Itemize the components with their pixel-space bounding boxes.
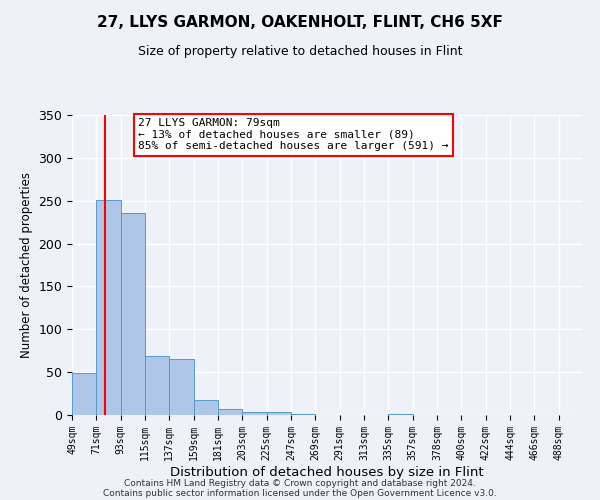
Bar xyxy=(194,400,218,415)
Bar xyxy=(169,360,194,415)
Bar xyxy=(72,373,97,415)
Text: 27 LLYS GARMON: 79sqm
← 13% of detached houses are smaller (89)
85% of semi-deta: 27 LLYS GARMON: 79sqm ← 13% of detached … xyxy=(139,118,449,151)
Bar xyxy=(242,412,267,415)
Bar xyxy=(388,414,413,415)
Bar xyxy=(121,212,145,415)
Bar xyxy=(291,414,316,415)
Text: Contains HM Land Registry data © Crown copyright and database right 2024.: Contains HM Land Registry data © Crown c… xyxy=(124,478,476,488)
Text: Size of property relative to detached houses in Flint: Size of property relative to detached ho… xyxy=(138,45,462,58)
Bar xyxy=(218,409,242,415)
Y-axis label: Number of detached properties: Number of detached properties xyxy=(20,172,33,358)
Bar xyxy=(145,356,169,415)
Text: Contains public sector information licensed under the Open Government Licence v3: Contains public sector information licen… xyxy=(103,488,497,498)
Bar xyxy=(97,200,121,415)
Bar xyxy=(267,412,291,415)
Text: 27, LLYS GARMON, OAKENHOLT, FLINT, CH6 5XF: 27, LLYS GARMON, OAKENHOLT, FLINT, CH6 5… xyxy=(97,15,503,30)
X-axis label: Distribution of detached houses by size in Flint: Distribution of detached houses by size … xyxy=(170,466,484,478)
